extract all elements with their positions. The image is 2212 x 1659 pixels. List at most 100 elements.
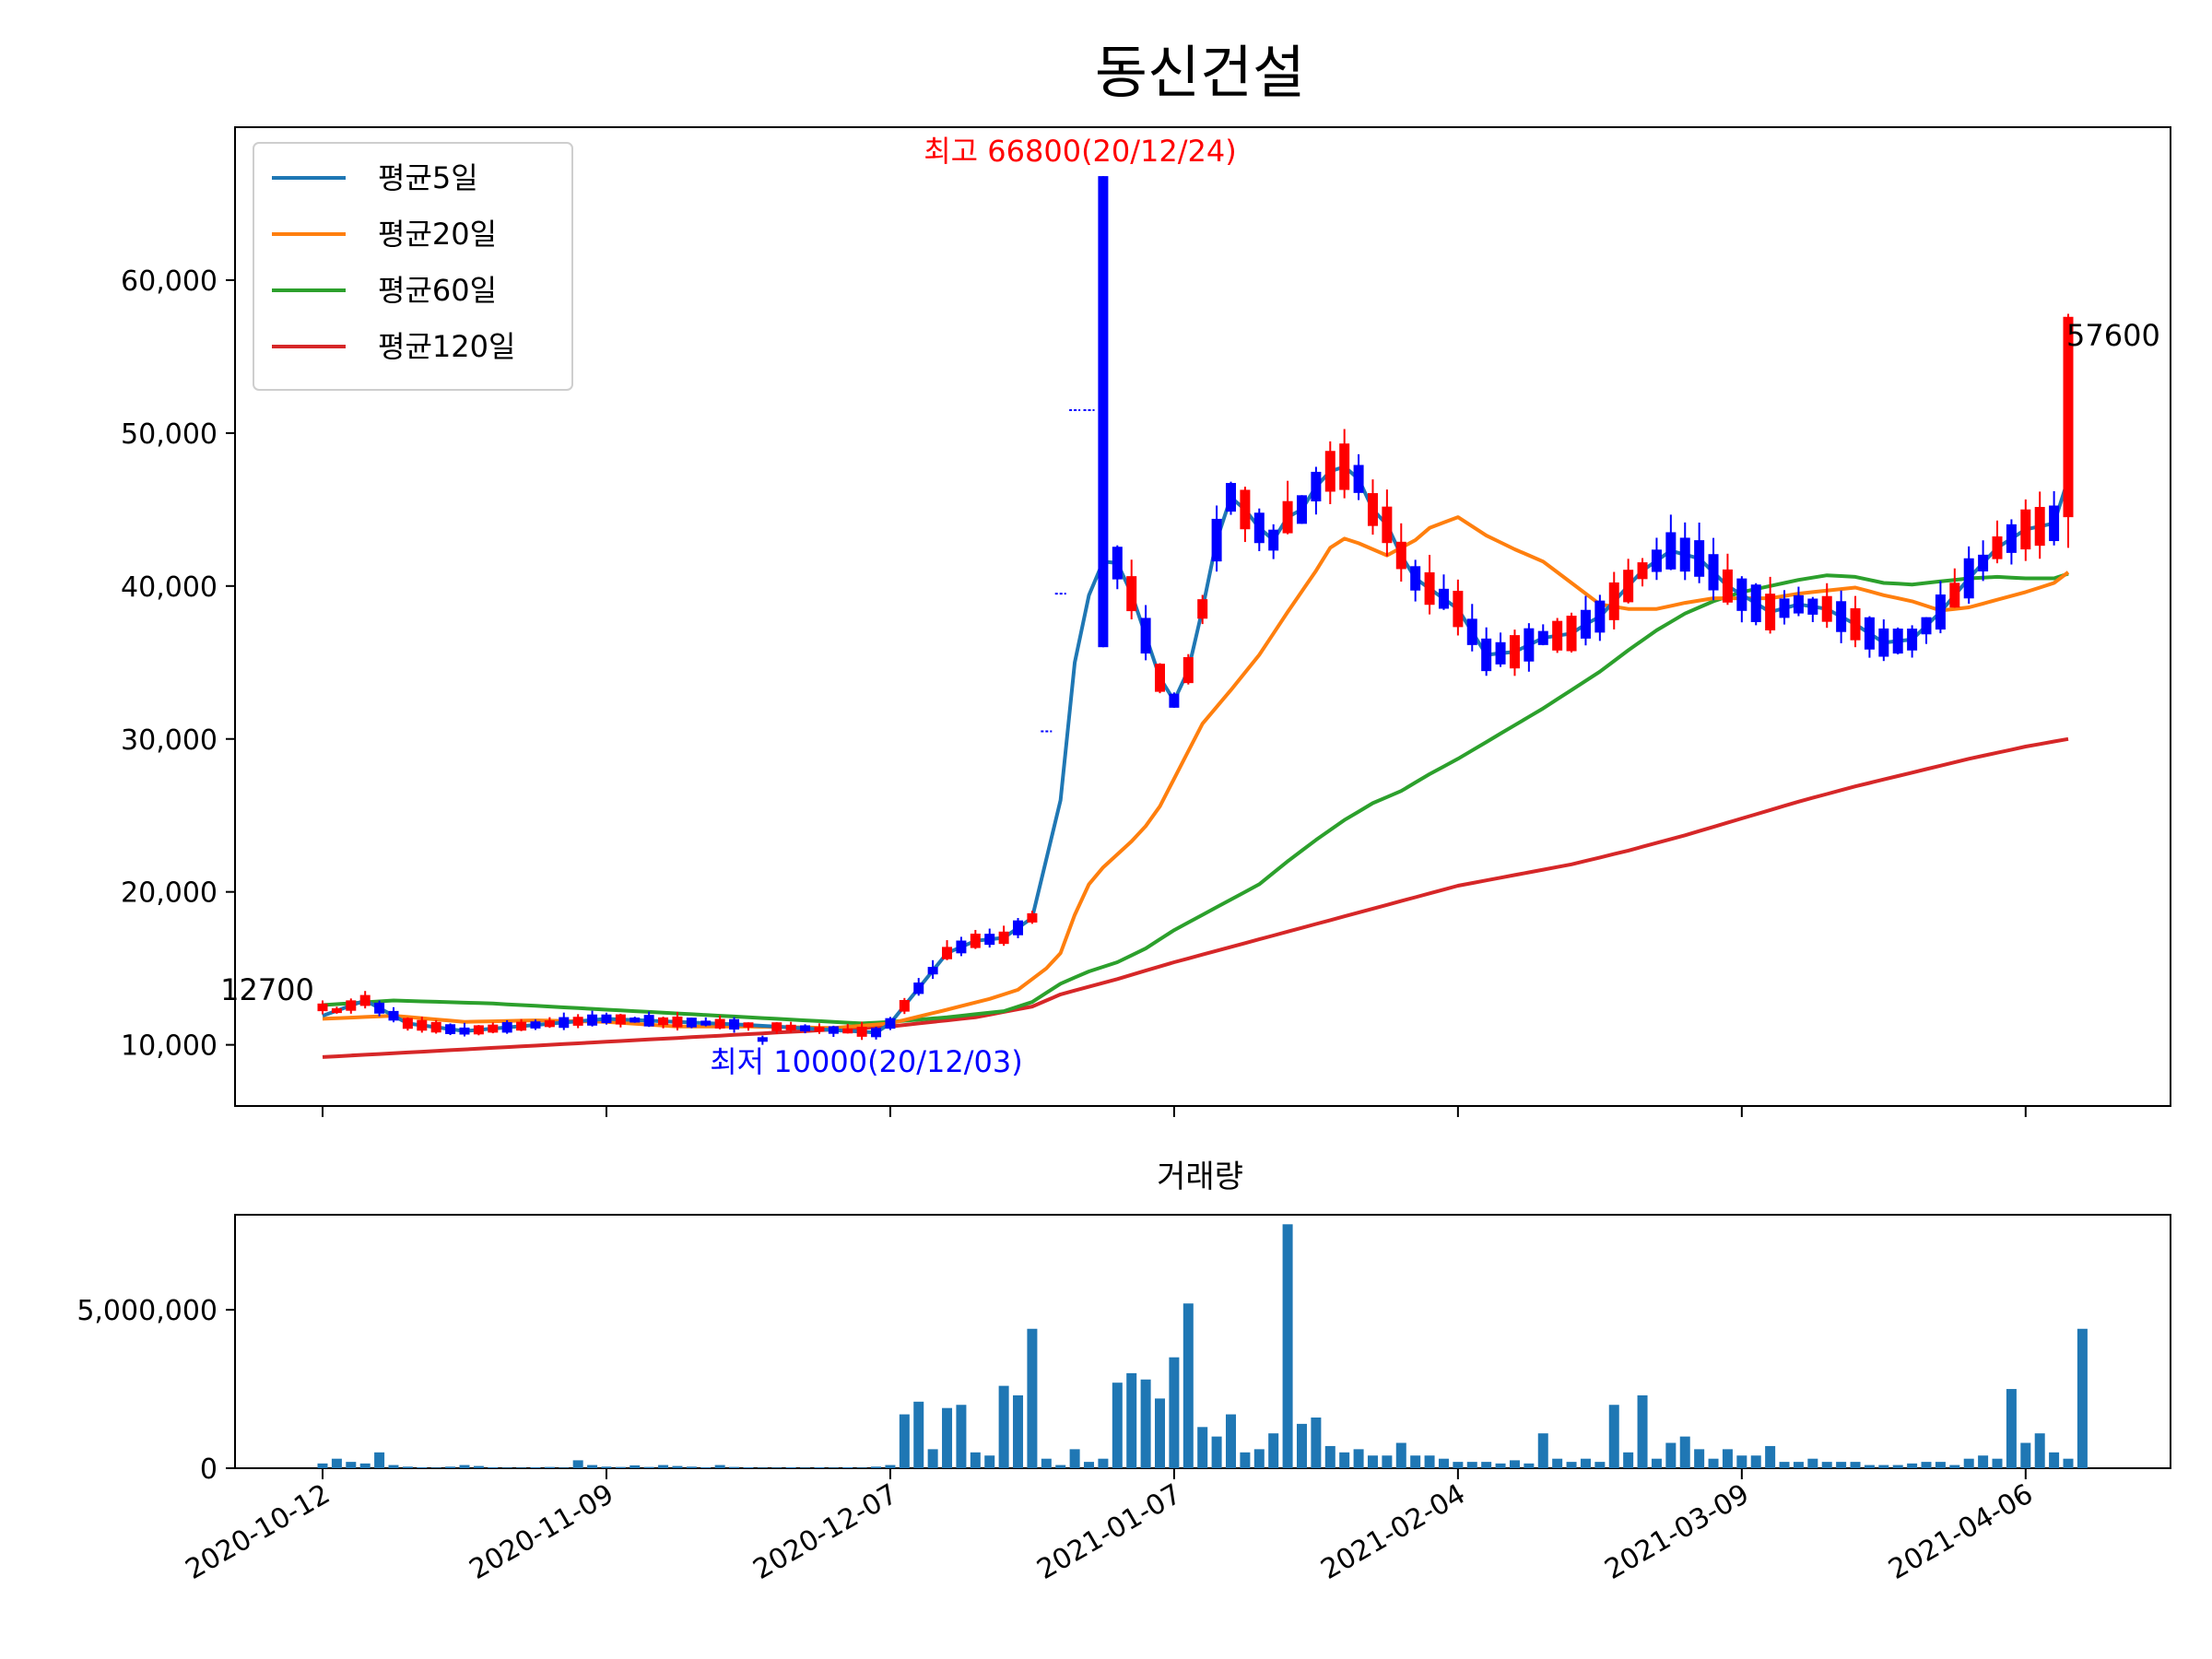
candle-body — [2020, 509, 2031, 550]
candle-body — [1750, 584, 1761, 622]
volume-bar — [1921, 1462, 1932, 1468]
volume-bar — [559, 1467, 570, 1468]
candle-body — [516, 1021, 527, 1031]
volume-bar — [1978, 1455, 1989, 1468]
candle-body — [346, 1000, 357, 1011]
candle-body — [1765, 594, 1776, 630]
volume-bar — [1225, 1414, 1236, 1468]
legend-label-ma20: 평균20일 — [378, 217, 497, 252]
volume-bar — [530, 1466, 541, 1468]
candle-body — [1182, 656, 1194, 684]
low-annotation: 최저 10000(20/12/03) — [710, 1044, 1023, 1079]
candle-body — [1793, 594, 1804, 614]
candle-body — [587, 1014, 598, 1026]
candle-body — [1665, 532, 1677, 570]
first-price-label: 12700 — [220, 972, 314, 1007]
legend-label-ma5: 평균5일 — [378, 160, 478, 195]
candle-body — [1140, 618, 1151, 654]
volume-bar — [1481, 1462, 1492, 1468]
candle-body — [374, 1002, 385, 1014]
volume-bar — [672, 1465, 683, 1468]
candle-body — [1651, 549, 1662, 572]
volume-bar — [913, 1401, 924, 1468]
candle-body — [1367, 493, 1378, 526]
volume-bar — [1821, 1462, 1832, 1468]
candle-body — [686, 1018, 697, 1028]
candle-body — [2049, 505, 2060, 542]
ma120-line — [322, 736, 2069, 1059]
candle-body — [1155, 664, 1166, 692]
candle-body — [1978, 554, 1989, 571]
volume-bar — [1253, 1449, 1265, 1468]
volume-bar — [473, 1465, 484, 1468]
volume-bar — [1155, 1398, 1166, 1468]
volume-bar — [1382, 1455, 1393, 1468]
volume-bar — [430, 1467, 441, 1468]
volume-bar — [1112, 1382, 1123, 1468]
volume-bar — [785, 1466, 796, 1468]
last-price-label: 57600 — [2066, 318, 2160, 353]
volume-bar — [1637, 1394, 1648, 1468]
candle-body — [1339, 443, 1350, 490]
volume-bar — [1694, 1449, 1705, 1468]
volume-bar — [488, 1466, 499, 1468]
volume-bar — [927, 1449, 938, 1468]
ma60-line — [322, 571, 2069, 1026]
volume-bar — [1878, 1465, 1889, 1468]
candles — [317, 176, 2074, 1045]
volume-bar — [643, 1466, 654, 1468]
volume-bar — [814, 1466, 825, 1468]
volume-bar — [1041, 1458, 1052, 1468]
volume-bar — [615, 1466, 626, 1468]
candle-body — [1013, 920, 1024, 935]
candle-body — [1311, 471, 1322, 501]
volume-bar — [871, 1466, 882, 1468]
candle-body — [757, 1037, 768, 1042]
candle-body — [1679, 537, 1690, 572]
volume-bar — [700, 1466, 712, 1468]
candle-body — [1524, 628, 1535, 662]
candle-body — [1268, 529, 1279, 551]
volume-bar — [1679, 1436, 1690, 1468]
candle-body — [856, 1026, 867, 1037]
candle-body — [828, 1026, 839, 1034]
volume-bar — [1311, 1418, 1322, 1468]
candle-body — [1027, 912, 1038, 923]
candle-body — [615, 1014, 626, 1025]
volume-bar — [1651, 1458, 1662, 1468]
candle-body — [1424, 571, 1435, 606]
volume-bar — [317, 1463, 328, 1468]
volume-bar — [359, 1463, 371, 1468]
volume-bar — [729, 1466, 740, 1468]
volume-bar — [346, 1462, 357, 1468]
candle-body — [1481, 638, 1492, 672]
candle-body — [1410, 566, 1421, 591]
candle-body — [942, 947, 953, 959]
candle-body — [956, 940, 967, 954]
volume-bar — [1013, 1394, 1024, 1468]
candle-body — [842, 1028, 853, 1034]
candle-body — [1453, 591, 1464, 628]
volume-bar — [2006, 1389, 2017, 1468]
volume-bar — [899, 1414, 910, 1468]
price-y-tick-label: 20,000 — [121, 877, 218, 910]
candle-body — [417, 1019, 428, 1031]
volume-bar — [1949, 1465, 1960, 1468]
candle-body — [743, 1022, 754, 1028]
candle-body — [1722, 569, 1733, 603]
volume-bar — [1524, 1463, 1535, 1468]
candle-body — [1836, 601, 1847, 632]
candle-body — [1211, 518, 1222, 562]
volume-bar — [2063, 1458, 2074, 1468]
volume-y-tick-label: 0 — [200, 1453, 218, 1486]
candle-body — [359, 994, 371, 1006]
candle-body — [899, 1000, 910, 1012]
volume-bar — [2077, 1328, 2088, 1468]
volume-bar — [1836, 1462, 1847, 1468]
candle-body — [1878, 628, 1889, 657]
volume-title: 거래량 — [1157, 1159, 1243, 1195]
volume-bar — [601, 1466, 612, 1468]
candle-body — [530, 1021, 541, 1029]
volume-bar — [1736, 1455, 1747, 1468]
volume-bar — [331, 1458, 342, 1468]
